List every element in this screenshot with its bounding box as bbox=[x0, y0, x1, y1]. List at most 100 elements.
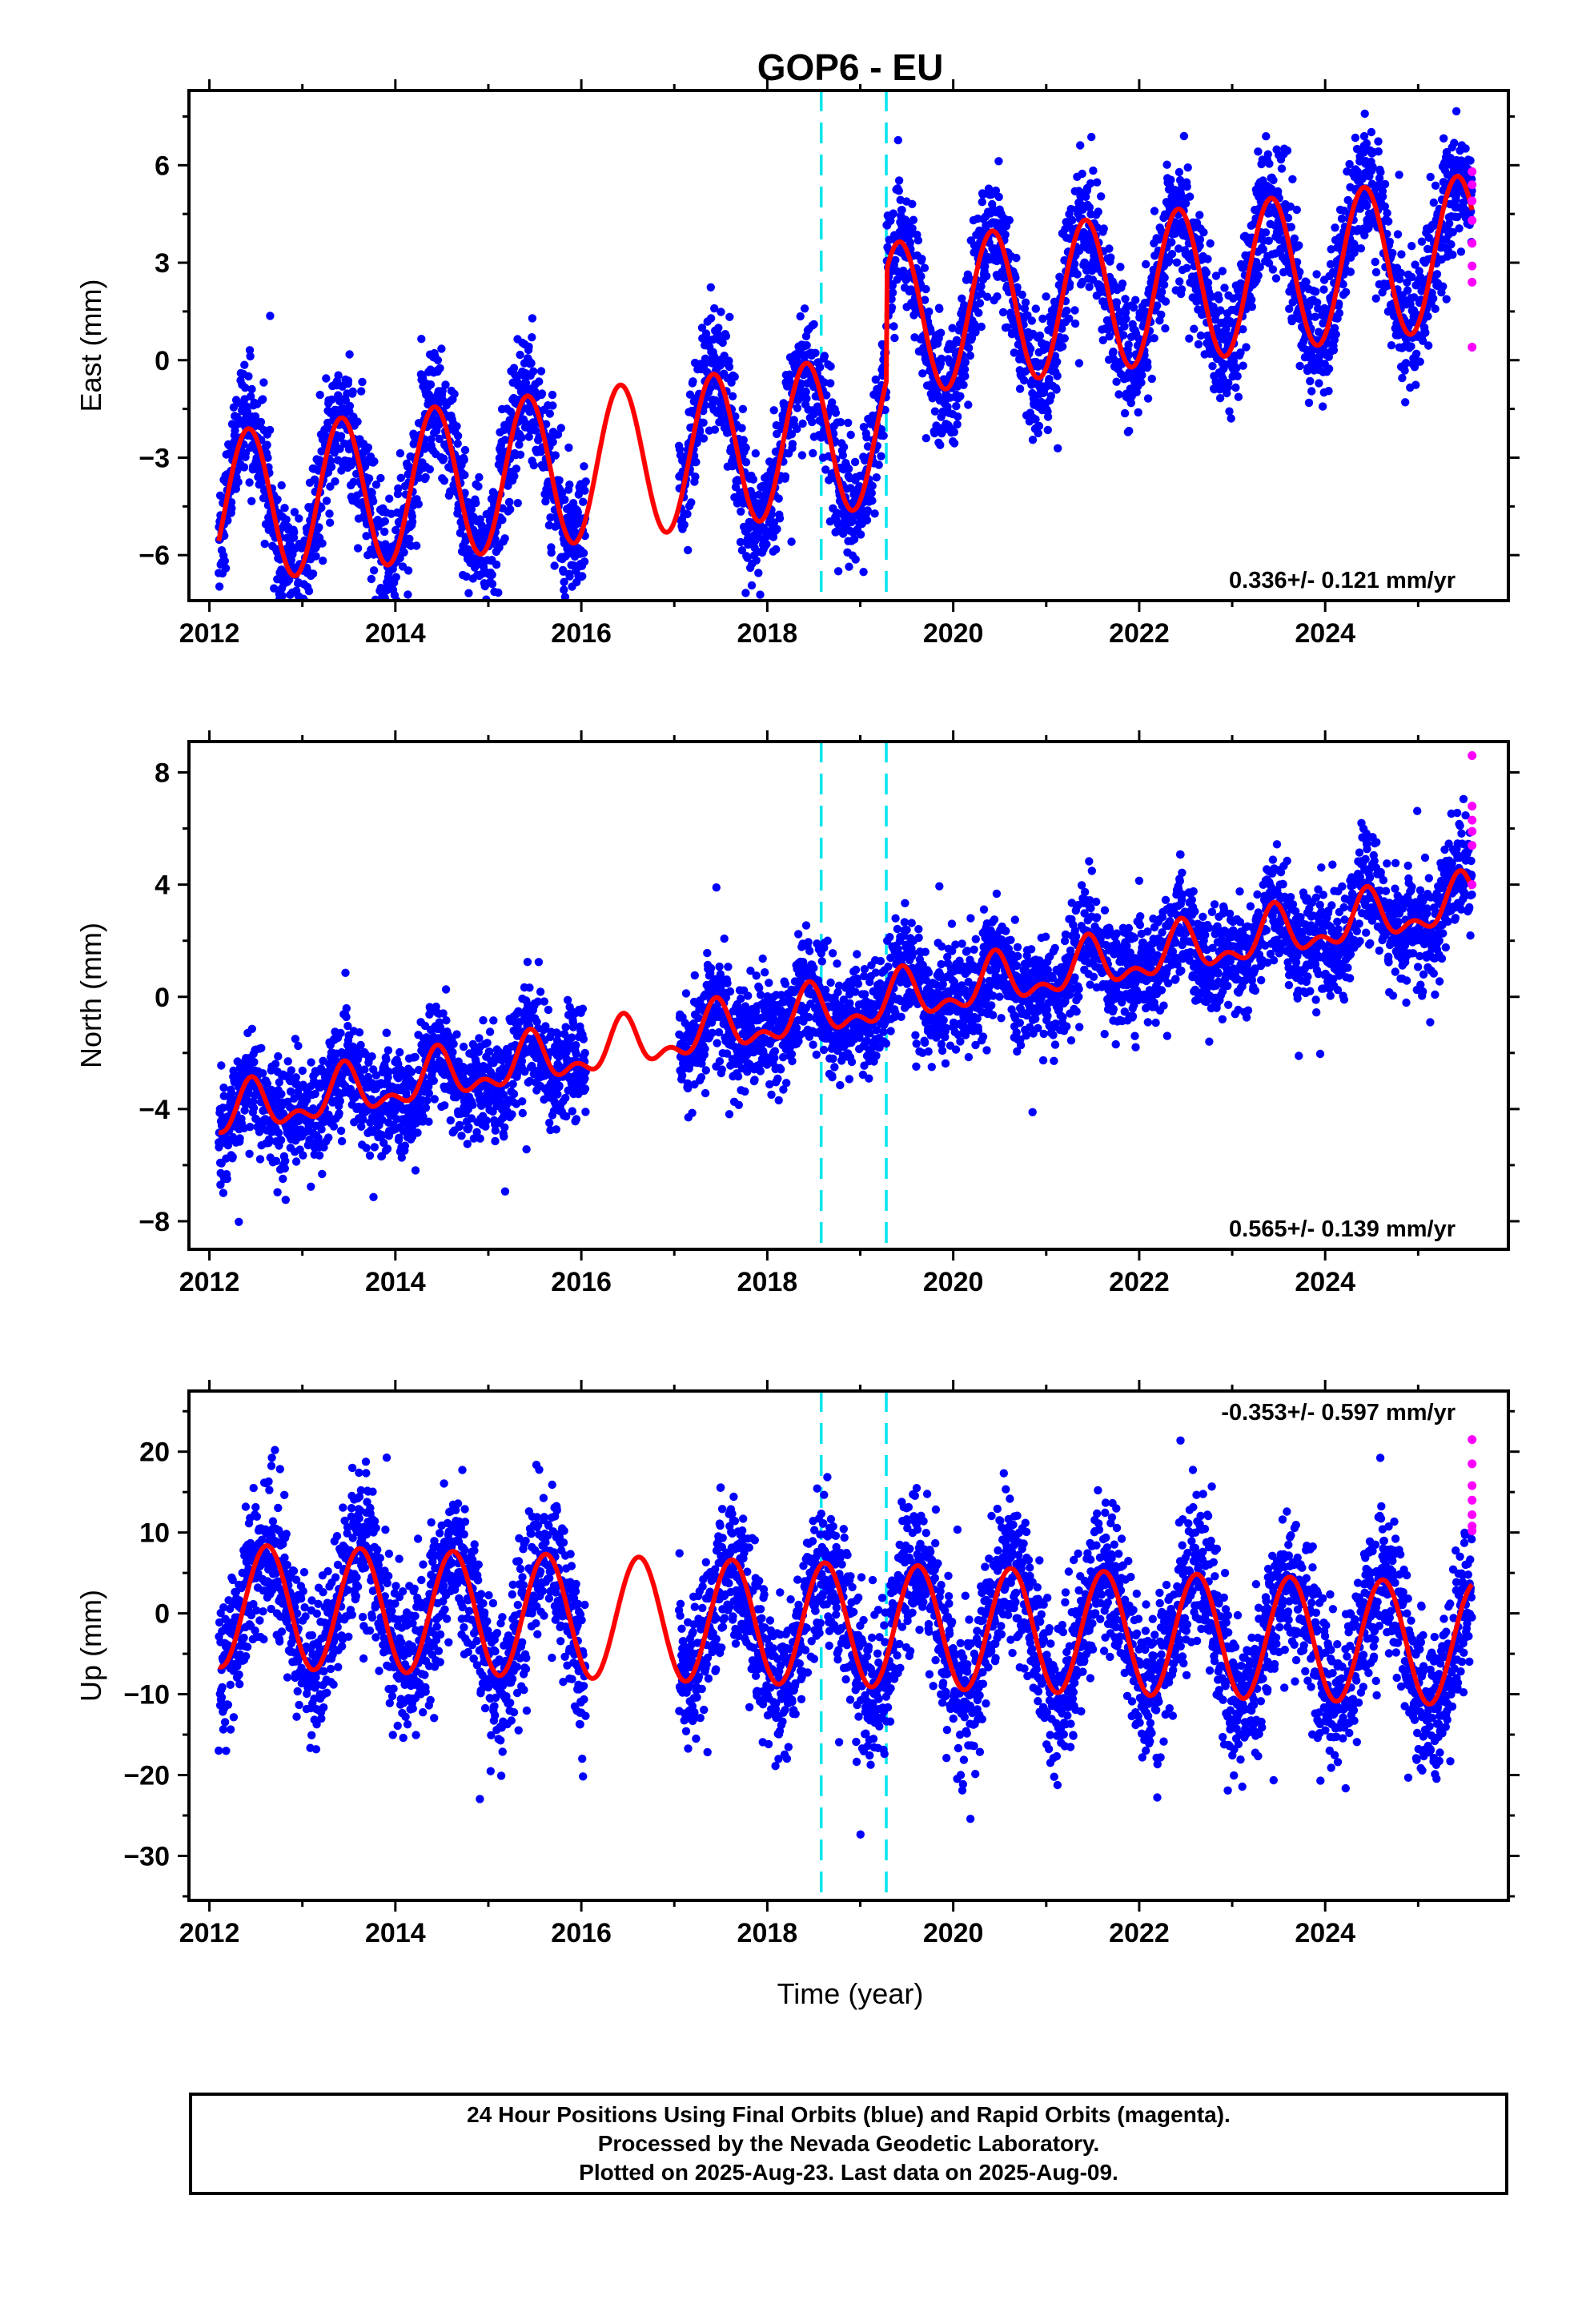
final-orbit-point bbox=[1324, 387, 1333, 396]
final-orbit-point bbox=[1417, 237, 1427, 246]
final-orbit-point bbox=[263, 453, 272, 462]
final-orbit-point bbox=[908, 199, 917, 208]
rapid-orbit-point bbox=[1468, 343, 1477, 352]
final-orbit-point bbox=[293, 673, 301, 682]
final-orbit-point bbox=[1058, 324, 1066, 333]
final-orbit-point bbox=[725, 312, 734, 321]
final-orbit-point bbox=[1401, 398, 1410, 407]
final-orbit-point bbox=[362, 532, 371, 541]
final-orbit-point bbox=[1078, 169, 1086, 179]
final-orbit-point bbox=[706, 314, 716, 323]
final-orbit-point bbox=[329, 1122, 339, 1131]
final-orbit-point bbox=[285, 575, 294, 585]
final-orbit-point bbox=[579, 549, 588, 557]
final-orbit-point bbox=[524, 342, 533, 352]
final-orbit-point bbox=[548, 401, 557, 410]
final-orbit-point bbox=[1455, 224, 1464, 233]
final-orbit-point bbox=[1387, 341, 1396, 350]
final-orbit-point bbox=[327, 395, 336, 404]
final-orbit-point bbox=[1031, 415, 1040, 424]
final-orbit-point bbox=[1412, 349, 1421, 358]
x-axis-title: Time (year) bbox=[777, 1977, 924, 2010]
final-orbit-point bbox=[1094, 207, 1102, 216]
final-orbit-point bbox=[710, 304, 719, 313]
final-orbit-point bbox=[322, 374, 331, 383]
final-orbit-point bbox=[1448, 227, 1457, 237]
final-orbit-point bbox=[691, 472, 700, 481]
final-orbit-point bbox=[219, 1188, 228, 1197]
final-orbit-point bbox=[516, 350, 524, 360]
final-orbit-point bbox=[788, 440, 797, 448]
final-orbit-point bbox=[846, 430, 855, 440]
final-orbit-point bbox=[278, 591, 287, 601]
final-orbit-point bbox=[1461, 144, 1470, 153]
final-orbit-point bbox=[547, 548, 556, 557]
final-orbit-point bbox=[977, 322, 986, 332]
final-orbit-point bbox=[564, 443, 573, 452]
final-orbit-point bbox=[247, 497, 256, 505]
final-orbit-point bbox=[560, 585, 568, 594]
final-orbit-point bbox=[893, 135, 903, 145]
final-orbit-point bbox=[437, 344, 446, 353]
final-orbit-point bbox=[467, 505, 476, 514]
final-orbit-point bbox=[956, 392, 965, 400]
final-orbit-point bbox=[908, 224, 917, 233]
final-orbit-point bbox=[721, 332, 731, 340]
final-orbit-point bbox=[1054, 444, 1062, 452]
x-tick-label: 2022 bbox=[1109, 618, 1170, 649]
final-orbit-point bbox=[1060, 334, 1070, 343]
final-orbit-point bbox=[299, 1151, 307, 1160]
final-orbit-point bbox=[259, 378, 268, 387]
final-orbit-point bbox=[1359, 148, 1368, 157]
final-orbit-point bbox=[495, 543, 504, 552]
final-orbit-point bbox=[1233, 372, 1242, 380]
final-orbit-point bbox=[304, 586, 314, 596]
final-orbit-point bbox=[710, 425, 720, 434]
final-orbit-point bbox=[1012, 253, 1021, 263]
final-orbit-point bbox=[394, 484, 403, 493]
final-orbit-point bbox=[283, 1057, 292, 1066]
final-orbit-point bbox=[324, 1133, 333, 1142]
final-orbit-point bbox=[1215, 295, 1223, 304]
final-orbit-point bbox=[391, 573, 400, 581]
final-orbit-point bbox=[438, 387, 447, 396]
final-orbit-point bbox=[889, 209, 898, 218]
final-orbit-point bbox=[1271, 274, 1281, 283]
final-orbit-point bbox=[974, 308, 983, 317]
final-orbit-point bbox=[751, 449, 760, 458]
final-orbit-point bbox=[1015, 384, 1025, 393]
final-orbit-point bbox=[1185, 334, 1194, 343]
final-orbit-point bbox=[809, 320, 818, 329]
final-orbit-point bbox=[475, 472, 484, 482]
final-orbit-point bbox=[325, 509, 334, 518]
final-orbit-point bbox=[1367, 127, 1376, 137]
final-orbit-point bbox=[498, 516, 507, 525]
final-orbit-point bbox=[959, 380, 968, 389]
final-orbit-point bbox=[1106, 253, 1115, 262]
final-orbit-point bbox=[1285, 304, 1294, 313]
final-orbit-point bbox=[359, 455, 368, 464]
final-orbit-point bbox=[1262, 132, 1271, 141]
final-orbit-point bbox=[1086, 179, 1095, 188]
final-orbit-point bbox=[1074, 359, 1084, 368]
rapid-orbit-point bbox=[1468, 215, 1477, 225]
y-tick-label: 3 bbox=[155, 248, 170, 279]
final-orbit-point bbox=[315, 523, 323, 532]
final-orbit-point bbox=[1093, 178, 1102, 187]
final-orbit-point bbox=[1314, 304, 1323, 313]
final-orbit-point bbox=[579, 497, 588, 506]
final-orbit-point bbox=[289, 636, 297, 644]
final-orbit-point bbox=[1167, 238, 1176, 247]
final-orbit-point bbox=[1396, 268, 1406, 278]
final-orbit-point bbox=[1352, 144, 1362, 154]
final-orbit-point bbox=[370, 1143, 379, 1152]
final-orbit-point bbox=[516, 450, 525, 459]
final-orbit-point bbox=[1013, 283, 1022, 292]
final-orbit-point bbox=[358, 377, 367, 387]
final-orbit-point bbox=[859, 568, 868, 577]
final-orbit-point bbox=[1153, 301, 1162, 310]
final-orbit-point bbox=[1236, 348, 1245, 357]
final-orbit-point bbox=[1445, 219, 1454, 228]
final-orbit-point bbox=[862, 433, 871, 442]
final-orbit-point bbox=[383, 1144, 392, 1153]
